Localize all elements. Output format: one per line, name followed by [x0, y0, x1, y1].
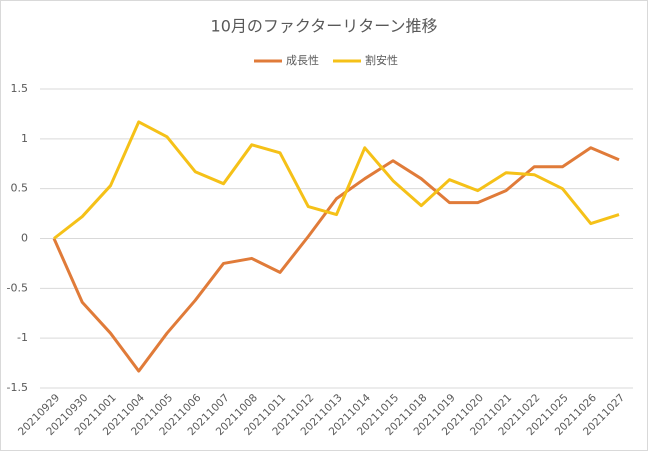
legend-label: 割安性 [365, 53, 398, 67]
y-tick-label: 1.5 [11, 82, 29, 95]
y-tick-label: -1 [17, 331, 28, 344]
y-tick-label: 1 [21, 132, 28, 145]
legend-label: 成長性 [286, 53, 319, 67]
series-line [53, 120, 620, 240]
y-tick-label: 0 [21, 232, 28, 245]
chart-title: 10月のファクターリターン推移 [211, 17, 438, 36]
y-tick-label: -1.5 [7, 381, 28, 394]
y-tick-label: 0.5 [11, 182, 29, 195]
y-tick-label: -0.5 [7, 281, 28, 294]
